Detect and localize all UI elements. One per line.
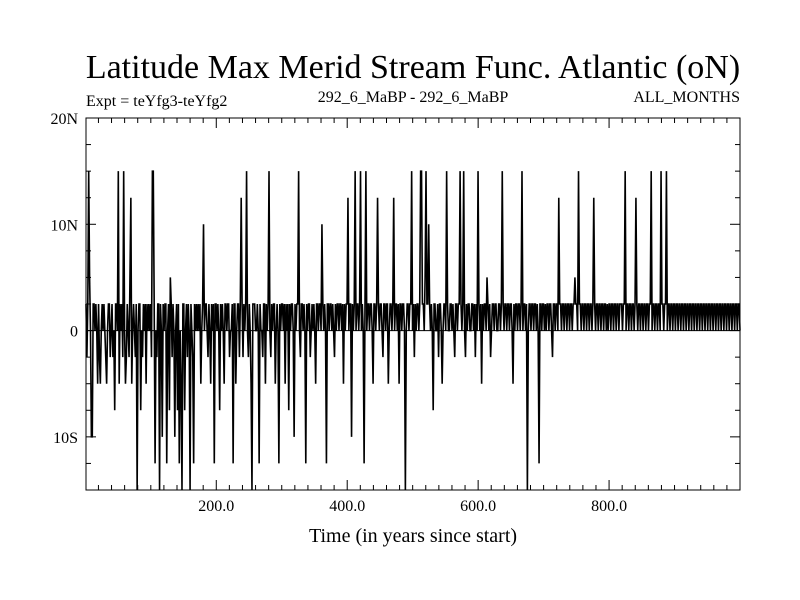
chart-subtitle-left: Expt = teYfg3-teYfg2	[86, 93, 227, 110]
x-tick-label: 200.0	[198, 498, 234, 515]
x-tick-label: 800.0	[591, 498, 627, 515]
y-axis: 20N 10N 0 10S	[50, 111, 740, 491]
y-tick-label: 0	[70, 324, 78, 341]
x-tick-label: 400.0	[329, 498, 365, 515]
chart-title: Latitude Max Merid Stream Func. Atlantic…	[86, 49, 740, 86]
x-axis-title: Time (in years since start)	[309, 525, 517, 547]
y-tick-label: 20N	[50, 111, 78, 128]
chart-subtitle-right: ALL_MONTHS	[633, 89, 740, 106]
plot-area: 20N 10N 0 10S 200.0 400.0 600.0 800.0	[50, 111, 741, 515]
series-group	[85, 170, 741, 491]
x-axis: 200.0 400.0 600.0 800.0	[97, 118, 741, 515]
chart-subtitle-center: 292_6_MaBP - 292_6_MaBP	[318, 89, 509, 106]
y-tick-label: 10S	[53, 430, 78, 447]
series-line-0	[85, 170, 741, 491]
x-tick-label: 600.0	[460, 498, 496, 515]
y-tick-label: 10N	[50, 217, 78, 234]
